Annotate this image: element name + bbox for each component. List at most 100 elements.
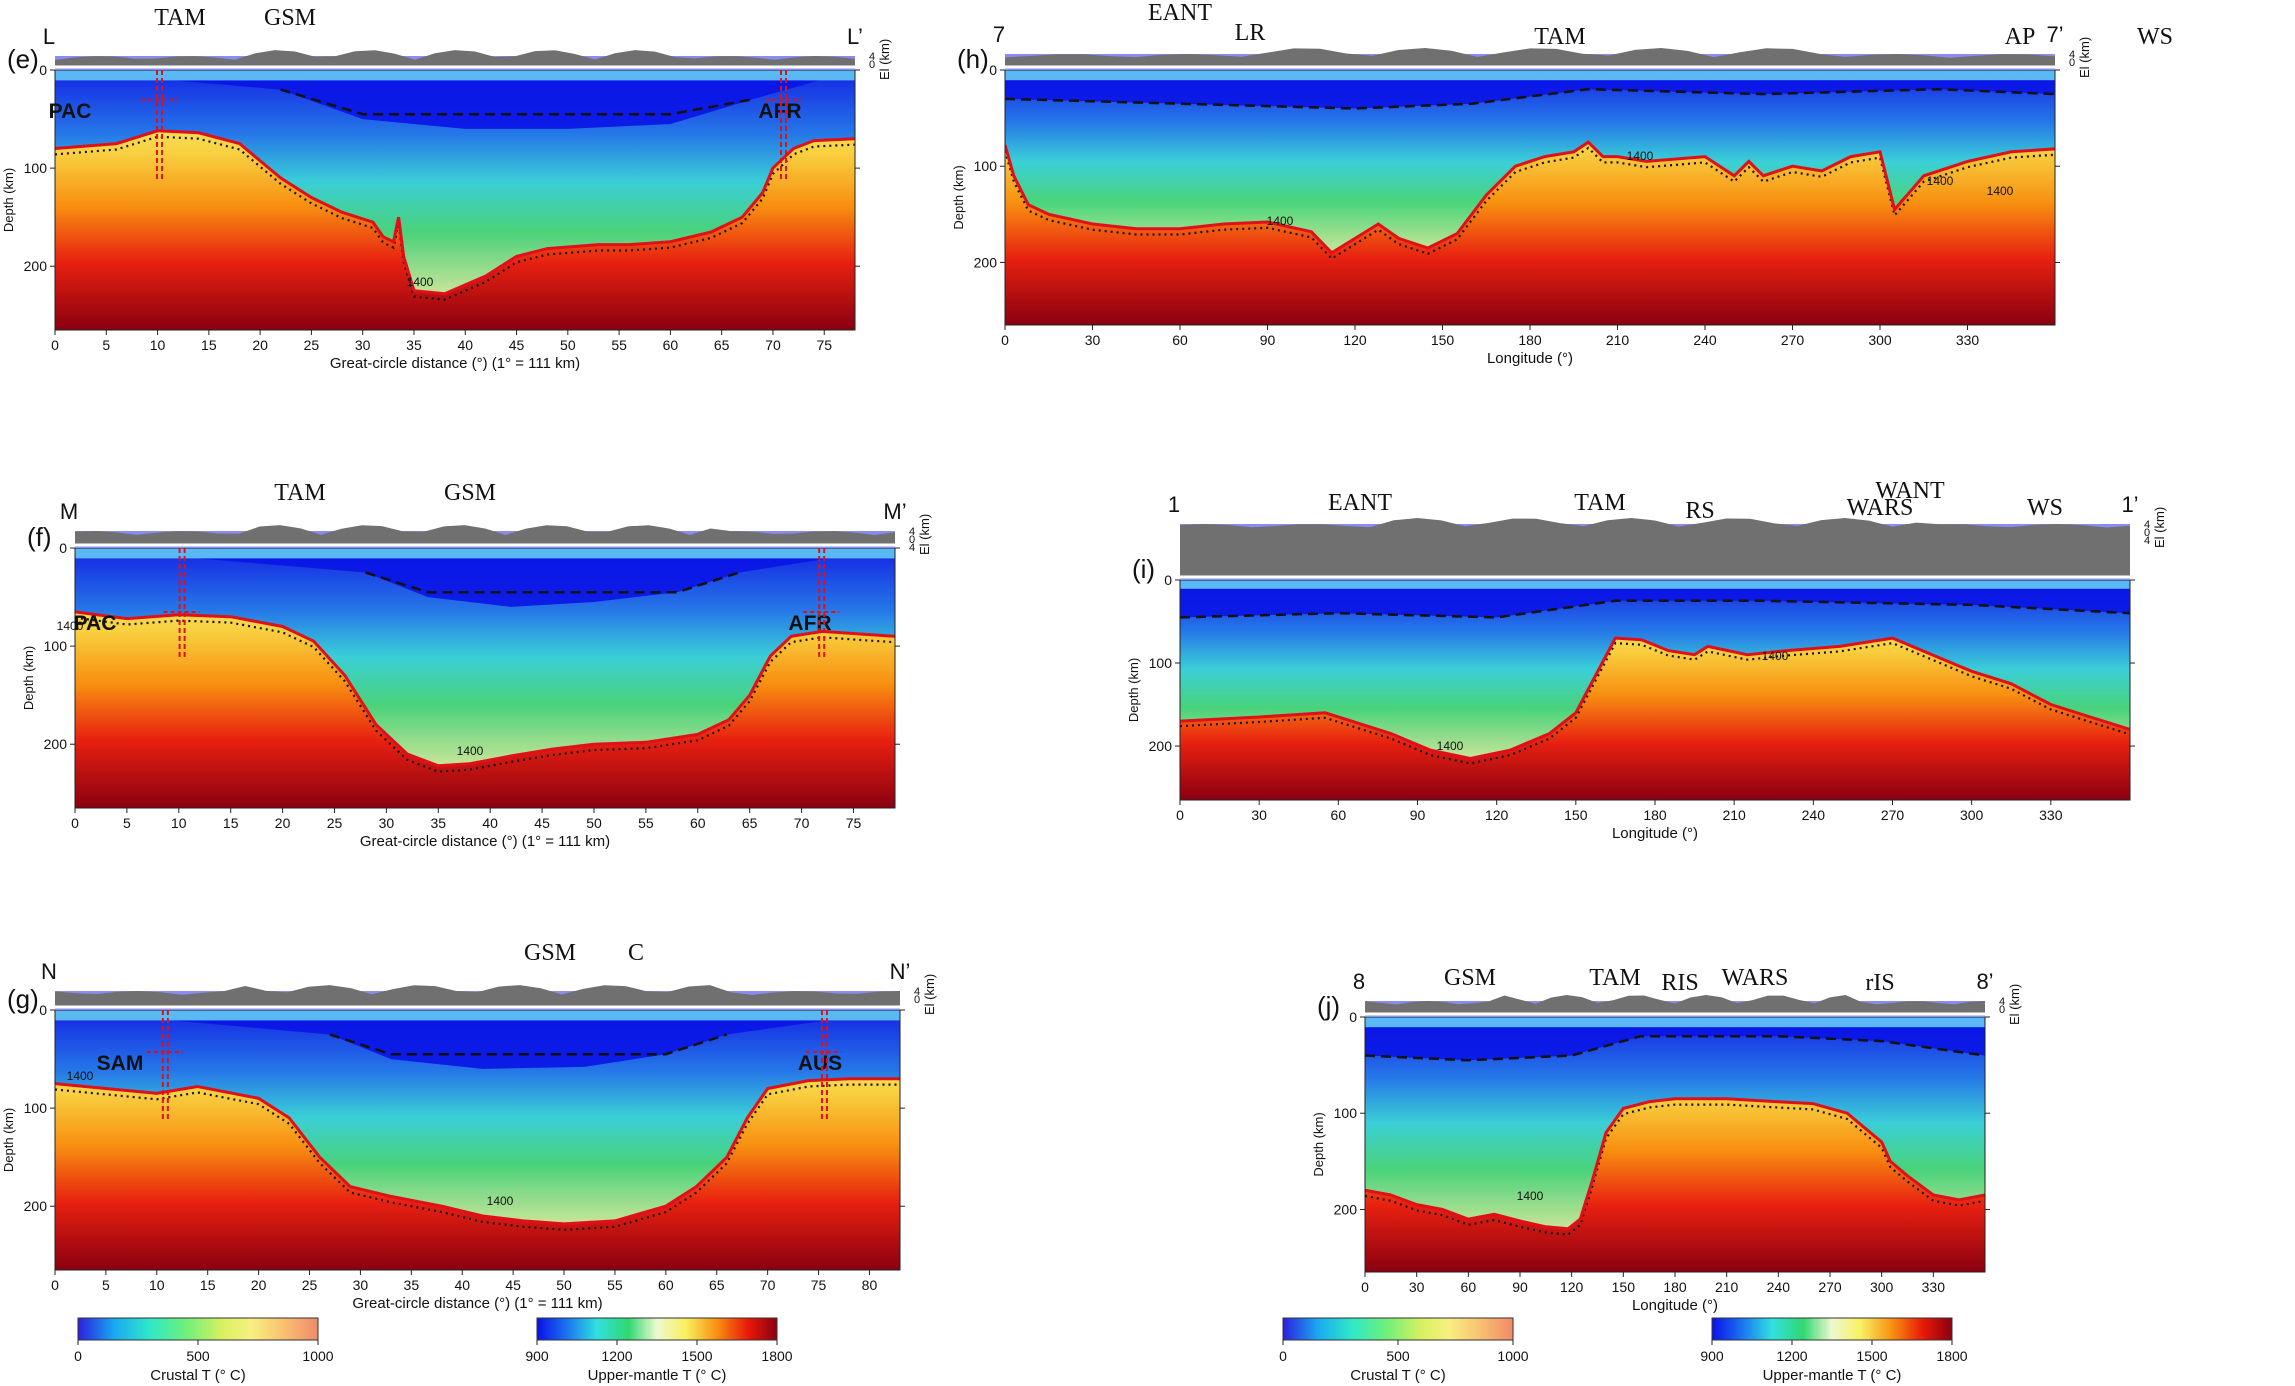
colorbar-tick-label: 0 [1279, 1348, 1287, 1364]
region-label: AP [2005, 24, 2036, 50]
x-tick-label: 45 [509, 337, 525, 353]
cold-core [75, 548, 895, 607]
lithosphere-cold [1365, 1017, 1985, 1229]
x-tick-label: 180 [1663, 1279, 1687, 1295]
plate-label: AUS [798, 1052, 842, 1075]
contour-label: 1400 [487, 1194, 514, 1208]
plate-label: PAC [49, 100, 92, 123]
x-tick-label: 50 [560, 337, 576, 353]
y-tick-label: 200 [1334, 1201, 1358, 1217]
x-axis-label: Great-circle distance (°) (1° = 111 km) [360, 833, 610, 850]
y-tick-label: 100 [1334, 1105, 1358, 1121]
elev-axis-label: El (km) [917, 514, 932, 555]
moho-line [1180, 599, 2130, 619]
x-tick-label: 60 [658, 1277, 674, 1293]
section-image [1365, 1017, 1985, 1272]
x-tick-label: 35 [404, 1277, 420, 1293]
y-axis-label: Depth (km) [1126, 658, 1141, 722]
elev-axis-label: El (km) [877, 39, 892, 80]
x-tick-label: 20 [275, 815, 291, 831]
colorbar-tick-label: 0 [74, 1348, 82, 1364]
x-tick-label: 270 [1881, 807, 1905, 823]
x-tick-label: 270 [1818, 1279, 1842, 1295]
region-label: TAM [1534, 24, 1585, 50]
elev-tick-label: 0 [914, 994, 920, 1006]
region-label: EANT [1148, 0, 1212, 26]
elev-tick-label: 4 [2069, 49, 2075, 61]
contour-label: 1400 [1267, 214, 1294, 228]
colorbar-label: Crustal T (° C) [150, 1367, 245, 1384]
cold-core [55, 70, 855, 129]
contour-label: 1400 [1437, 739, 1464, 753]
y-axis-label: Depth (km) [21, 646, 36, 710]
x-tick-label: 10 [150, 337, 166, 353]
isotherm-1400 [55, 1083, 900, 1231]
region-label: TAM [274, 480, 325, 506]
cold-core [55, 1010, 900, 1069]
x-tick-label: 40 [454, 1277, 470, 1293]
colorbar-tick-label: 500 [186, 1348, 210, 1364]
contour-label: 1400 [1627, 149, 1654, 163]
region-label: WARS [1847, 495, 1914, 521]
x-tick-label: 25 [304, 337, 320, 353]
x-tick-label: 25 [327, 815, 343, 831]
lab-boundary [75, 610, 895, 768]
x-axis-label: Great-circle distance (°) (1° = 111 km) [352, 1295, 602, 1312]
section-end-label: M’ [883, 499, 906, 524]
x-axis-label: Longitude (°) [1487, 350, 1573, 367]
x-tick-label: 300 [1870, 1279, 1894, 1295]
region-label: WANT [1875, 478, 1945, 504]
x-tick-label: 75 [846, 815, 862, 831]
x-tick-label: 330 [2039, 807, 2063, 823]
crust-band [1180, 580, 2130, 589]
x-tick-label: 150 [1431, 332, 1455, 348]
y-tick-label: 0 [1349, 1009, 1357, 1025]
colorbar-label: Upper-mantle T (° C) [1763, 1367, 1902, 1384]
colorbar-tick-label: 900 [525, 1348, 549, 1364]
x-tick-label: 30 [355, 337, 371, 353]
y-tick-label: 100 [24, 1100, 48, 1116]
region-label: GSM [1444, 965, 1496, 991]
section-end-label: 7’ [2046, 22, 2063, 47]
x-tick-label: 45 [505, 1277, 521, 1293]
x-tick-label: 0 [1001, 332, 1009, 348]
colorbar-tick-label: 1800 [1936, 1348, 1967, 1364]
x-tick-label: 0 [1361, 1279, 1369, 1295]
elev-tick-label: 4 [909, 542, 915, 554]
contour-label: 1400 [67, 1069, 94, 1083]
region-label: GSM [444, 480, 496, 506]
crust-band [55, 70, 855, 81]
y-tick-label: 100 [974, 158, 998, 174]
elev-axis-label: El (km) [2152, 507, 2167, 548]
region-label: LR [1235, 20, 1266, 46]
elevation-profile [75, 525, 895, 544]
lab-boundary [1365, 1097, 1985, 1231]
elev-tick-label: 4 [2144, 519, 2150, 531]
x-tick-label: 15 [200, 1277, 216, 1293]
x-tick-label: 90 [1410, 807, 1426, 823]
colorbar-tick-label: 500 [1386, 1348, 1410, 1364]
region-label: RIS [1661, 970, 1698, 996]
elev-tick-label: 4 [2144, 535, 2150, 547]
x-tick-label: 30 [379, 815, 395, 831]
x-tick-label: 210 [1715, 1279, 1739, 1295]
colorbar-tick-label: 1200 [1776, 1348, 1807, 1364]
colorbar-tick-label: 900 [1700, 1348, 1724, 1364]
moho-line [1365, 1034, 1985, 1062]
colorbar-tick-label: 1500 [681, 1348, 712, 1364]
section-start-label: 8 [1353, 969, 1365, 994]
elevation-profile [1365, 995, 1985, 1013]
elev-axis-label: El (km) [2007, 984, 2022, 1025]
panel-label: (j) [1317, 991, 1340, 1021]
section-end-label: N’ [890, 959, 911, 984]
elev-tick-label: 0 [2069, 57, 2075, 69]
region-label: RS [1685, 498, 1714, 524]
x-tick-label: 70 [760, 1277, 776, 1293]
moho-line [329, 1033, 728, 1056]
colorbar-tick-label: 1800 [761, 1348, 792, 1364]
crust-band [1365, 1017, 1985, 1028]
